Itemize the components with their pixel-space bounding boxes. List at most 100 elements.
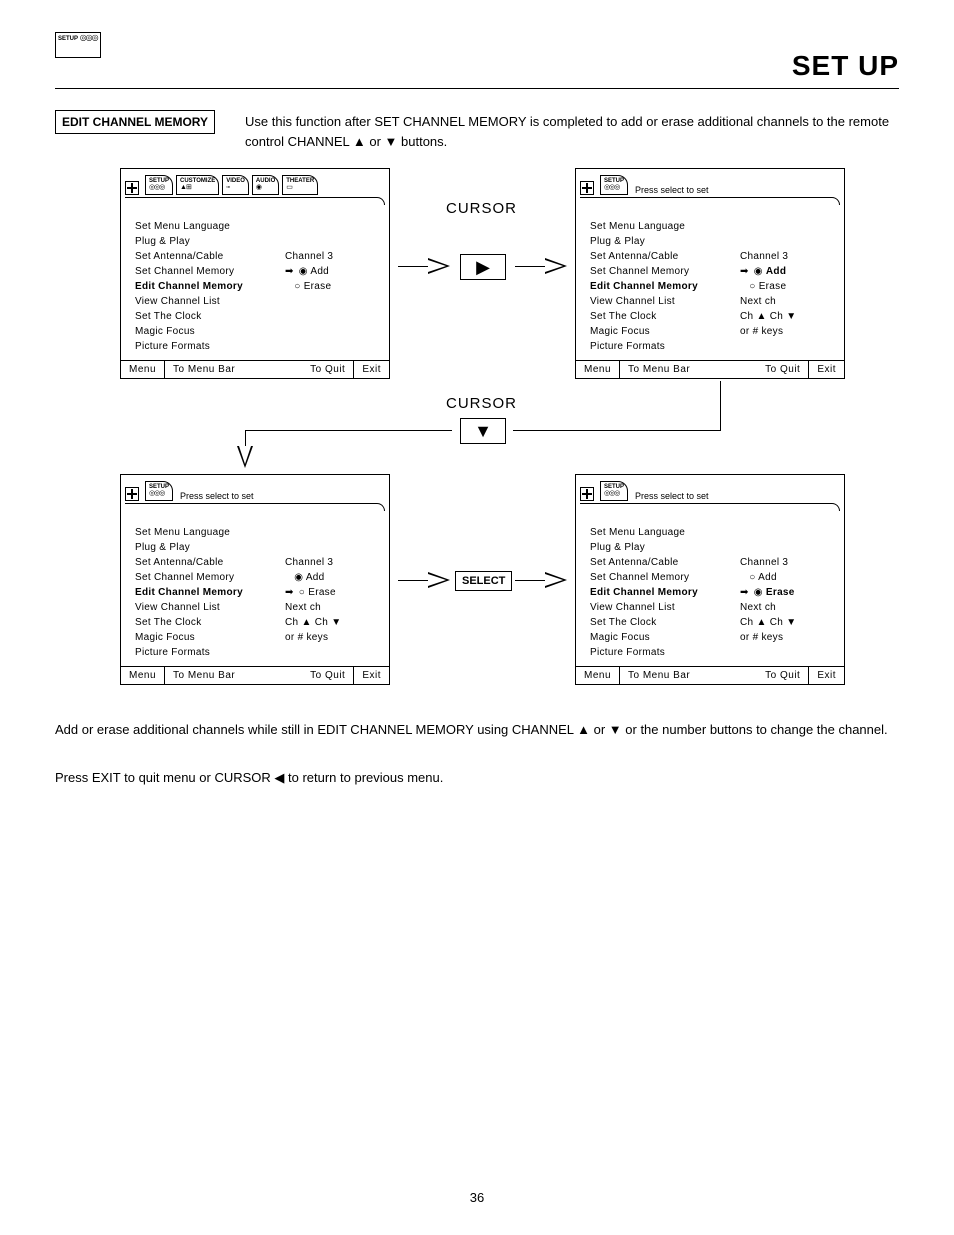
corner-label: SETUP (58, 36, 78, 42)
cross-icon (580, 181, 594, 195)
tab-press-select: Press select to set (631, 181, 713, 195)
menu-item: Picture Formats (590, 339, 740, 354)
menu-item-active: Edit Channel Memory (590, 279, 740, 294)
footer-menu: Menu (576, 361, 620, 378)
tab-press-select: Press select to set (631, 487, 713, 501)
menu-item: Set Antenna/Cable (590, 249, 740, 264)
menu-item: Magic Focus (135, 324, 285, 339)
cross-icon (125, 181, 139, 195)
arrow-icon (428, 572, 450, 588)
panel-footer: Menu To Menu Bar To Quit Exit (121, 360, 389, 378)
panel-1-tabs: SETUP◎◎◎ CUSTOMIZE▲⊞ VIDEO▫▫ AUDIO◉ THEA… (121, 169, 389, 195)
select-button[interactable]: SELECT (455, 571, 512, 591)
arrow-icon (545, 572, 567, 588)
menu-val: ➡ ◉ Erase (740, 585, 834, 600)
menu-item: Set Menu Language (135, 525, 285, 540)
panel-footer: Menu To Menu Bar To Quit Exit (576, 360, 844, 378)
footer-tomenubar: To Menu Bar (620, 361, 757, 378)
footer-menu: Menu (121, 667, 165, 684)
page-number: 36 (0, 1190, 954, 1205)
panel-rule (580, 197, 840, 205)
panel-rule (580, 503, 840, 511)
panel-3: SETUP◎◎◎ Press select to set Set Menu La… (120, 474, 390, 685)
menu-item-active: Edit Channel Memory (135, 279, 285, 294)
menu-item: Set Channel Memory (590, 570, 740, 585)
menu-item: Set Antenna/Cable (135, 555, 285, 570)
panel-3-tabs: SETUP◎◎◎ Press select to set (121, 475, 389, 501)
footer-menu: Menu (121, 361, 165, 378)
connector (515, 266, 545, 267)
menu-item: View Channel List (590, 294, 740, 309)
footer-toquit: To Quit (302, 667, 354, 684)
panel-4: SETUP◎◎◎ Press select to set Set Menu La… (575, 474, 845, 685)
menu-item: View Channel List (590, 600, 740, 615)
menu-val: Next ch (285, 600, 379, 615)
menu-val: ➡ ◉ Add (285, 264, 379, 279)
section-label: EDIT CHANNEL MEMORY (55, 110, 215, 134)
tab-video: VIDEO▫▫ (222, 175, 249, 195)
connector (515, 580, 545, 581)
menu-val: Channel 3 (740, 249, 834, 264)
menu-item: Set The Clock (590, 615, 740, 630)
tab-setup: SETUP◎◎◎ (145, 481, 173, 501)
menu-val: Ch ▲ Ch ▼ (740, 309, 834, 324)
footer-toquit: To Quit (757, 361, 809, 378)
menu-item: Plug & Play (135, 234, 285, 249)
panel-rule (125, 503, 385, 511)
footer-menu: Menu (576, 667, 620, 684)
footer-tomenubar: To Menu Bar (165, 361, 302, 378)
tab-setup: SETUP◎◎◎ (600, 481, 628, 501)
cross-icon (125, 487, 139, 501)
cursor-label-down: CURSOR (446, 395, 517, 412)
cursor-label-right: CURSOR (446, 200, 517, 217)
menu-val: Channel 3 (740, 555, 834, 570)
cursor-right-button[interactable]: ▶ (460, 254, 506, 280)
menu-val: ○ Erase (285, 279, 379, 294)
menu-val: ○ Erase (740, 279, 834, 294)
menu-val: ➡ ○ Erase (285, 585, 379, 600)
menu-item: Set Channel Memory (590, 264, 740, 279)
panel-4-body: Set Menu Language Plug & Play Set Antenn… (576, 511, 844, 666)
footer-exit: Exit (809, 361, 844, 378)
menu-item: Picture Formats (135, 339, 285, 354)
footer-toquit: To Quit (302, 361, 354, 378)
menu-val: Ch ▲ Ch ▼ (740, 615, 834, 630)
header-rule (55, 88, 899, 89)
menu-val: ◉ Add (285, 570, 379, 585)
corner-setup-icon: SETUP ◎◎◎ (55, 32, 101, 58)
menu-item: Magic Focus (135, 630, 285, 645)
menu-item: Set Antenna/Cable (590, 555, 740, 570)
cursor-down-button[interactable]: ▼ (460, 418, 506, 444)
menu-val: or # keys (740, 324, 834, 339)
footer-toquit: To Quit (757, 667, 809, 684)
menu-val: or # keys (740, 630, 834, 645)
panel-2-tabs: SETUP◎◎◎ Press select to set (576, 169, 844, 195)
menu-val: Next ch (740, 294, 834, 309)
menu-item: Set Channel Memory (135, 264, 285, 279)
menu-item: Set The Clock (135, 309, 285, 324)
menu-item: Set Antenna/Cable (135, 249, 285, 264)
tab-customize: CUSTOMIZE▲⊞ (176, 175, 219, 195)
cursor-down-glyph: ▼ (474, 421, 492, 442)
menu-item: Picture Formats (135, 645, 285, 660)
menu-item: Magic Focus (590, 324, 740, 339)
panel-rule (125, 197, 385, 205)
menu-item: Plug & Play (135, 540, 285, 555)
arrow-icon (428, 258, 450, 274)
menu-item-active: Edit Channel Memory (135, 585, 285, 600)
page-title: SET UP (792, 50, 899, 82)
menu-item: Magic Focus (590, 630, 740, 645)
panel-1: SETUP◎◎◎ CUSTOMIZE▲⊞ VIDEO▫▫ AUDIO◉ THEA… (120, 168, 390, 379)
connector (720, 381, 721, 431)
body-para-2: Press EXIT to quit menu or CURSOR ◀ to r… (55, 768, 899, 788)
tab-setup: SETUP◎◎◎ (600, 175, 628, 195)
menu-item: Set The Clock (590, 309, 740, 324)
footer-tomenubar: To Menu Bar (165, 667, 302, 684)
panel-4-tabs: SETUP◎◎◎ Press select to set (576, 475, 844, 501)
menu-val: Channel 3 (285, 555, 379, 570)
menu-item: View Channel List (135, 600, 285, 615)
connector (398, 580, 428, 581)
menu-val: Ch ▲ Ch ▼ (285, 615, 379, 630)
connector (513, 430, 720, 431)
menu-val: Next ch (740, 600, 834, 615)
